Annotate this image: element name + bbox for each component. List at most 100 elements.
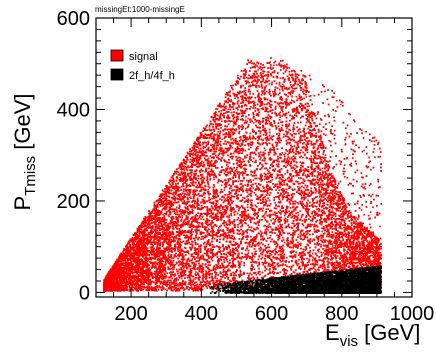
signal-point [268,102,270,105]
signal-point [315,196,317,198]
signal-point [154,233,156,235]
signal-point [247,117,249,120]
signal-point [239,152,241,154]
signal-point [242,164,245,167]
signal-point [277,225,279,227]
signal-point [231,146,234,149]
signal-point [231,230,233,233]
signal-point [329,180,332,182]
signal-point [303,172,305,174]
signal-point [279,98,281,100]
signal-point [249,77,251,79]
signal-point [155,263,157,265]
signal-point [283,255,285,257]
signal-point [284,173,286,175]
signal-point [116,274,118,277]
signal-point [187,184,189,187]
signal-point [334,264,336,266]
signal-point [310,144,313,146]
signal-point [362,187,364,189]
signal-point [162,223,165,226]
signal-point [298,93,301,96]
signal-point [301,191,304,193]
signal-point [328,139,330,142]
signal-point [327,253,330,255]
signal-point [320,243,322,246]
signal-point [209,242,211,244]
signal-point [192,290,195,292]
signal-point [240,106,243,109]
signal-point [132,242,135,244]
signal-point [195,271,197,273]
signal-point [310,166,312,168]
signal-point [233,189,236,191]
signal-point [215,196,218,199]
signal-point [191,171,193,174]
signal-point [320,218,323,220]
signal-point [314,192,317,194]
signal-point [118,281,120,283]
signal-point [140,272,143,275]
signal-point [230,99,233,101]
signal-point [322,144,325,147]
signal-point [253,278,255,281]
signal-point [207,188,209,191]
signal-point [149,288,151,290]
signal-point [198,264,201,267]
signal-point [260,94,263,96]
signal-point [208,213,211,215]
signal-point [359,194,361,197]
signal-point [243,231,245,234]
signal-point [270,148,272,151]
signal-point [216,108,219,110]
signal-point [195,170,198,172]
signal-point [263,262,265,264]
signal-point [251,209,254,211]
signal-point [275,212,277,215]
signal-point [233,236,236,239]
signal-point [368,184,371,187]
signal-point [249,84,251,87]
signal-point [205,179,208,182]
signal-point [128,243,130,245]
signal-point [206,155,208,157]
signal-point [230,106,233,108]
signal-point [308,225,310,227]
signal-point [235,107,237,109]
signal-point [202,181,204,183]
signal-point [271,163,273,165]
signal-point [358,253,360,256]
signal-point [334,194,336,197]
signal-point [370,201,372,203]
signal-point [239,157,242,159]
signal-point [319,194,321,196]
signal-point [170,245,172,247]
signal-point [307,127,309,130]
signal-point [183,181,185,184]
signal-point [186,206,189,208]
signal-point [166,230,168,233]
signal-point [255,274,257,276]
signal-point [282,191,284,194]
signal-point [191,243,193,245]
signal-point [229,147,231,150]
signal-point [286,99,288,101]
signal-point [181,264,183,266]
signal-point [214,217,217,220]
signal-point [228,281,230,284]
signal-point [182,184,184,186]
signal-point [252,179,255,181]
signal-point [252,135,254,137]
signal-point [252,122,255,124]
signal-point [261,261,264,264]
signal-point [226,199,228,202]
signal-point [224,213,227,215]
signal-point [308,105,310,107]
signal-point [252,187,255,189]
signal-point [155,223,157,225]
signal-point [360,234,362,236]
signal-point [213,146,215,149]
signal-point [177,270,179,273]
signal-point [363,244,365,246]
signal-point [183,274,185,277]
